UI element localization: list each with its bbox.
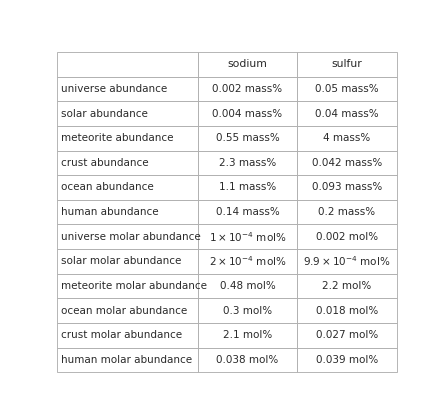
Text: universe molar abundance: universe molar abundance <box>61 232 200 242</box>
Bar <box>297 52 397 76</box>
Bar <box>198 52 297 76</box>
Bar <box>297 126 397 150</box>
Bar <box>198 126 297 150</box>
Bar <box>57 200 198 224</box>
Text: sodium: sodium <box>228 59 268 69</box>
Text: 0.05 mass%: 0.05 mass% <box>315 84 379 94</box>
Bar <box>297 348 397 372</box>
Text: 0.3 mol%: 0.3 mol% <box>223 306 272 315</box>
Text: 2.1 mol%: 2.1 mol% <box>223 330 272 340</box>
Text: universe abundance: universe abundance <box>61 84 167 94</box>
Bar <box>297 101 397 126</box>
Text: ocean abundance: ocean abundance <box>61 182 153 192</box>
Text: 0.038 mol%: 0.038 mol% <box>216 355 279 365</box>
Text: $9.9\times10^{-4}$ mol%: $9.9\times10^{-4}$ mol% <box>303 255 391 268</box>
Bar <box>198 323 297 348</box>
Text: 1.1 mass%: 1.1 mass% <box>219 182 276 192</box>
Bar <box>198 224 297 249</box>
Text: crust abundance: crust abundance <box>61 158 148 168</box>
Bar <box>57 126 198 150</box>
Bar <box>297 274 397 298</box>
Text: 0.55 mass%: 0.55 mass% <box>216 133 279 143</box>
Text: meteorite abundance: meteorite abundance <box>61 133 173 143</box>
Text: human abundance: human abundance <box>61 207 158 217</box>
Bar <box>57 101 198 126</box>
Bar <box>198 150 297 175</box>
Text: 0.48 mol%: 0.48 mol% <box>220 281 275 291</box>
Text: 2.3 mass%: 2.3 mass% <box>219 158 276 168</box>
Text: $2\times10^{-4}$ mol%: $2\times10^{-4}$ mol% <box>209 255 286 268</box>
Bar <box>57 52 198 76</box>
Text: solar abundance: solar abundance <box>61 109 148 118</box>
Bar <box>57 298 198 323</box>
Bar <box>297 249 397 274</box>
Text: 0.004 mass%: 0.004 mass% <box>212 109 283 118</box>
Bar <box>198 175 297 200</box>
Text: 0.002 mol%: 0.002 mol% <box>316 232 378 242</box>
Text: ocean molar abundance: ocean molar abundance <box>61 306 187 315</box>
Bar <box>57 323 198 348</box>
Text: crust molar abundance: crust molar abundance <box>61 330 182 340</box>
Text: 0.027 mol%: 0.027 mol% <box>316 330 378 340</box>
Text: 0.2 mass%: 0.2 mass% <box>318 207 375 217</box>
Bar <box>297 200 397 224</box>
Text: meteorite molar abundance: meteorite molar abundance <box>61 281 206 291</box>
Text: sulfur: sulfur <box>331 59 362 69</box>
Bar <box>57 274 198 298</box>
Text: 0.14 mass%: 0.14 mass% <box>216 207 279 217</box>
Text: 2.2 mol%: 2.2 mol% <box>322 281 372 291</box>
Text: 0.04 mass%: 0.04 mass% <box>315 109 379 118</box>
Bar <box>297 323 397 348</box>
Text: 0.093 mass%: 0.093 mass% <box>312 182 382 192</box>
Text: 0.018 mol%: 0.018 mol% <box>316 306 378 315</box>
Bar <box>297 298 397 323</box>
Text: human molar abundance: human molar abundance <box>61 355 192 365</box>
Bar <box>57 76 198 101</box>
Bar <box>198 298 297 323</box>
Bar <box>198 200 297 224</box>
Text: $1\times10^{-4}$ mol%: $1\times10^{-4}$ mol% <box>209 230 286 244</box>
Bar <box>297 224 397 249</box>
Bar <box>57 175 198 200</box>
Text: 0.002 mass%: 0.002 mass% <box>212 84 283 94</box>
Bar <box>57 150 198 175</box>
Bar <box>57 348 198 372</box>
Bar <box>297 150 397 175</box>
Text: 0.042 mass%: 0.042 mass% <box>312 158 382 168</box>
Text: 0.039 mol%: 0.039 mol% <box>316 355 378 365</box>
Text: 4 mass%: 4 mass% <box>323 133 370 143</box>
Bar <box>198 76 297 101</box>
Bar <box>198 101 297 126</box>
Text: solar molar abundance: solar molar abundance <box>61 256 181 266</box>
Bar <box>198 348 297 372</box>
Bar <box>297 175 397 200</box>
Bar <box>297 76 397 101</box>
Bar <box>57 224 198 249</box>
Bar <box>198 274 297 298</box>
Bar <box>57 249 198 274</box>
Bar <box>198 249 297 274</box>
